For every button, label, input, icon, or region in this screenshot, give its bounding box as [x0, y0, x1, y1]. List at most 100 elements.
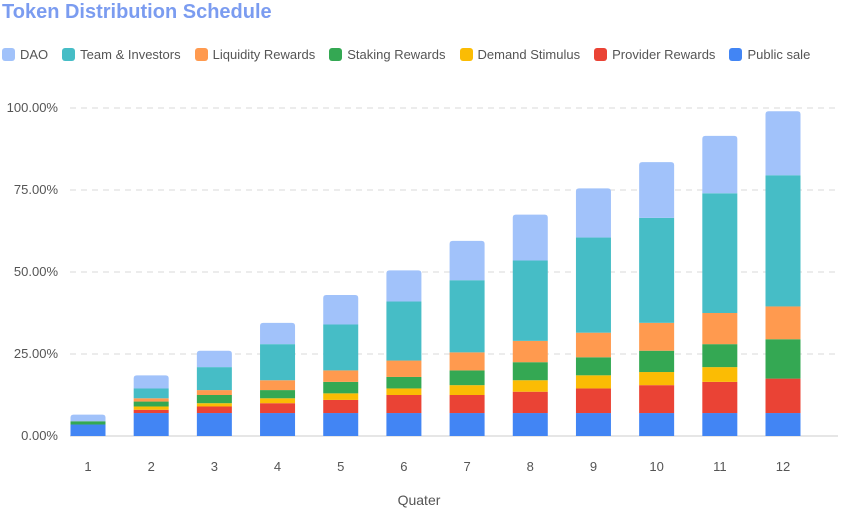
x-axis-ticks: 1 2 3 4 5 6 7 8 9 10 11 12 — [84, 459, 790, 474]
x-tick-label: 11 — [713, 459, 727, 474]
bar-segment-staking-rewards — [575, 357, 611, 376]
bar-segment-team-and-investors — [386, 301, 422, 361]
bar-segment-staking-rewards — [765, 339, 801, 379]
x-tick-label: 10 — [649, 459, 663, 474]
bar-segment-liquidity-rewards — [512, 340, 548, 363]
legend-label: Demand Stimulus — [477, 47, 581, 62]
y-tick-label: 0.00% — [21, 428, 58, 443]
bar-stack-6 — [386, 270, 422, 436]
bar-segment-team-and-investors — [133, 388, 169, 399]
x-tick-label: 6 — [400, 459, 407, 474]
bar-segment-staking-rewards — [323, 381, 359, 394]
legend-label: Liquidity Rewards — [212, 47, 316, 62]
bar-segment-staking-rewards — [70, 421, 106, 425]
x-tick-label: 1 — [84, 459, 91, 474]
bar-segment-staking-rewards — [639, 350, 675, 373]
bar-segment-provider-rewards — [386, 395, 422, 414]
bar-stack-2 — [133, 375, 169, 436]
x-tick-label: 3 — [211, 459, 218, 474]
x-tick-label: 2 — [148, 459, 155, 474]
x-tick-label: 12 — [776, 459, 790, 474]
bar-stack-7 — [449, 240, 485, 436]
bar-segment-public-sale — [575, 413, 611, 436]
bar-segment-public-sale — [323, 413, 359, 436]
bar-segment-provider-rewards — [133, 409, 169, 414]
bar-segment-liquidity-rewards — [765, 306, 801, 340]
bar-stack-11 — [702, 135, 738, 436]
bar-segment-staking-rewards — [260, 390, 296, 399]
y-tick-label: 25.00% — [14, 346, 59, 361]
bar-segment-team-and-investors — [260, 344, 296, 381]
x-tick-label: 7 — [463, 459, 470, 474]
bar-segment-provider-rewards — [765, 378, 801, 414]
legend-swatch — [594, 48, 608, 61]
bar-segment-public-sale — [260, 413, 296, 436]
chart-title: Token Distribution Schedule — [2, 1, 272, 23]
bar-segment-team-and-investors — [765, 175, 801, 307]
bar-segment-dao — [133, 375, 169, 389]
bar-stack-4 — [260, 322, 296, 436]
legend-item-public-sale: Public sale — [729, 47, 810, 62]
bar-segment-public-sale — [765, 413, 801, 436]
legend-swatch — [729, 48, 743, 61]
bar-segment-demand-stimulus — [449, 385, 485, 395]
x-tick-label: 9 — [590, 459, 597, 474]
y-tick-label: 75.00% — [14, 182, 59, 197]
bar-segment-team-and-investors — [196, 367, 232, 391]
x-tick-label: 5 — [337, 459, 344, 474]
y-tick-label: 100.00% — [7, 100, 59, 115]
bar-segment-staking-rewards — [449, 370, 485, 386]
legend-label: Provider Rewards — [612, 47, 716, 62]
bar-stack-9 — [575, 188, 611, 436]
bar-segment-provider-rewards — [260, 403, 296, 414]
bar-segment-team-and-investors — [512, 260, 548, 341]
bar-stacks — [70, 111, 801, 436]
bar-segment-dao — [765, 111, 801, 176]
bar-segment-dao — [386, 270, 422, 302]
bar-segment-demand-stimulus — [386, 388, 422, 395]
bar-segment-public-sale — [449, 413, 485, 436]
bar-segment-provider-rewards — [702, 381, 738, 414]
bar-segment-liquidity-rewards — [323, 370, 359, 382]
bar-segment-public-sale — [639, 413, 675, 436]
legend-item-team-and-investors: Team & Investors — [62, 47, 181, 62]
bar-stack-3 — [196, 350, 232, 436]
bar-segment-liquidity-rewards — [260, 380, 296, 391]
bar-segment-staking-rewards — [386, 376, 422, 389]
bar-segment-liquidity-rewards — [196, 390, 232, 395]
bar-segment-demand-stimulus — [133, 406, 169, 410]
bar-segment-public-sale — [512, 413, 548, 436]
bar-segment-provider-rewards — [639, 385, 675, 414]
x-tick-label: 4 — [274, 459, 281, 474]
bar-segment-liquidity-rewards — [449, 352, 485, 371]
bar-segment-dao — [260, 322, 296, 345]
legend-swatch — [62, 48, 76, 61]
x-axis-label: Quater — [398, 492, 441, 508]
bar-segment-staking-rewards — [702, 344, 738, 368]
legend-label: DAO — [20, 47, 49, 62]
legend-swatch — [329, 48, 343, 61]
bar-stack-1 — [70, 414, 106, 436]
bar-segment-demand-stimulus — [260, 398, 296, 404]
bar-segment-staking-rewards — [196, 395, 232, 404]
bar-segment-team-and-investors — [575, 237, 611, 333]
legend-item-provider-rewards: Provider Rewards — [594, 47, 715, 62]
bar-segment-liquidity-rewards — [386, 360, 422, 377]
legend-item-dao: DAO — [2, 47, 48, 62]
bar-segment-demand-stimulus — [196, 403, 232, 407]
bar-segment-team-and-investors — [639, 217, 675, 323]
bar-stack-12 — [765, 111, 801, 436]
bar-segment-dao — [575, 188, 611, 238]
bar-segment-dao — [639, 162, 675, 218]
bar-segment-provider-rewards — [196, 406, 232, 414]
bar-segment-demand-stimulus — [575, 375, 611, 389]
y-tick-label: 50.00% — [14, 264, 59, 279]
bar-segment-public-sale — [386, 413, 422, 436]
x-tick-label: 8 — [527, 459, 534, 474]
bar-segment-dao — [449, 240, 485, 281]
bar-segment-liquidity-rewards — [639, 322, 675, 351]
legend-swatch — [194, 48, 208, 61]
bar-segment-provider-rewards — [575, 388, 611, 414]
legend-swatch — [2, 48, 15, 61]
